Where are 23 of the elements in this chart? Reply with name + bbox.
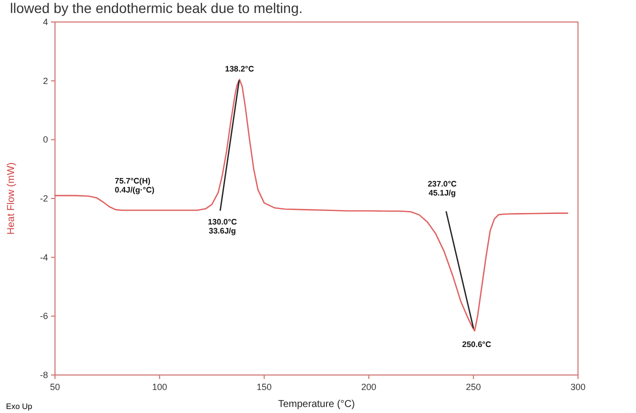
- y-tick-label: 0: [42, 134, 48, 145]
- x-axis-title: Temperature (°C): [278, 399, 355, 410]
- annotation: 237.0°C 45.1J/g: [428, 180, 457, 198]
- y-tick-label: -2: [40, 194, 48, 204]
- line-series: [54, 78, 568, 332]
- annotation: 130.0°C 33.6J/g: [208, 217, 238, 236]
- y-tick-label: 4: [42, 17, 48, 27]
- y-tick-label: -6: [40, 311, 48, 322]
- y-tick-label: -8: [40, 370, 48, 380]
- x-tick-label: 300: [570, 382, 586, 392]
- x-tick-label: 150: [256, 382, 272, 392]
- y-axis-title: Heat Flow (mW): [6, 162, 17, 235]
- chart-title: llowed by the endothermic beak due to melting.: [10, 0, 303, 16]
- annotation: 138.2°C: [225, 64, 254, 74]
- annotation: 250.6°C: [462, 340, 492, 349]
- annotation: 75.7°C(H) 0.4J/(g·°C): [114, 176, 155, 194]
- y-tick-label: -4: [40, 252, 48, 262]
- x-tick-label: 250: [466, 382, 481, 392]
- x-tick-label: 200: [361, 382, 376, 392]
- x-tick-label: 100: [152, 382, 168, 392]
- text: Exo Up: [6, 402, 33, 411]
- y-tick-label: 2: [42, 76, 48, 86]
- x-tick-label: 50: [50, 382, 60, 392]
